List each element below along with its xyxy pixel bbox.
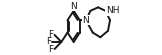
Text: F: F xyxy=(46,37,51,46)
Text: N: N xyxy=(83,16,89,25)
Text: N: N xyxy=(70,2,77,11)
Text: F: F xyxy=(49,30,54,39)
Text: NH: NH xyxy=(106,6,119,15)
Text: F: F xyxy=(49,45,54,54)
